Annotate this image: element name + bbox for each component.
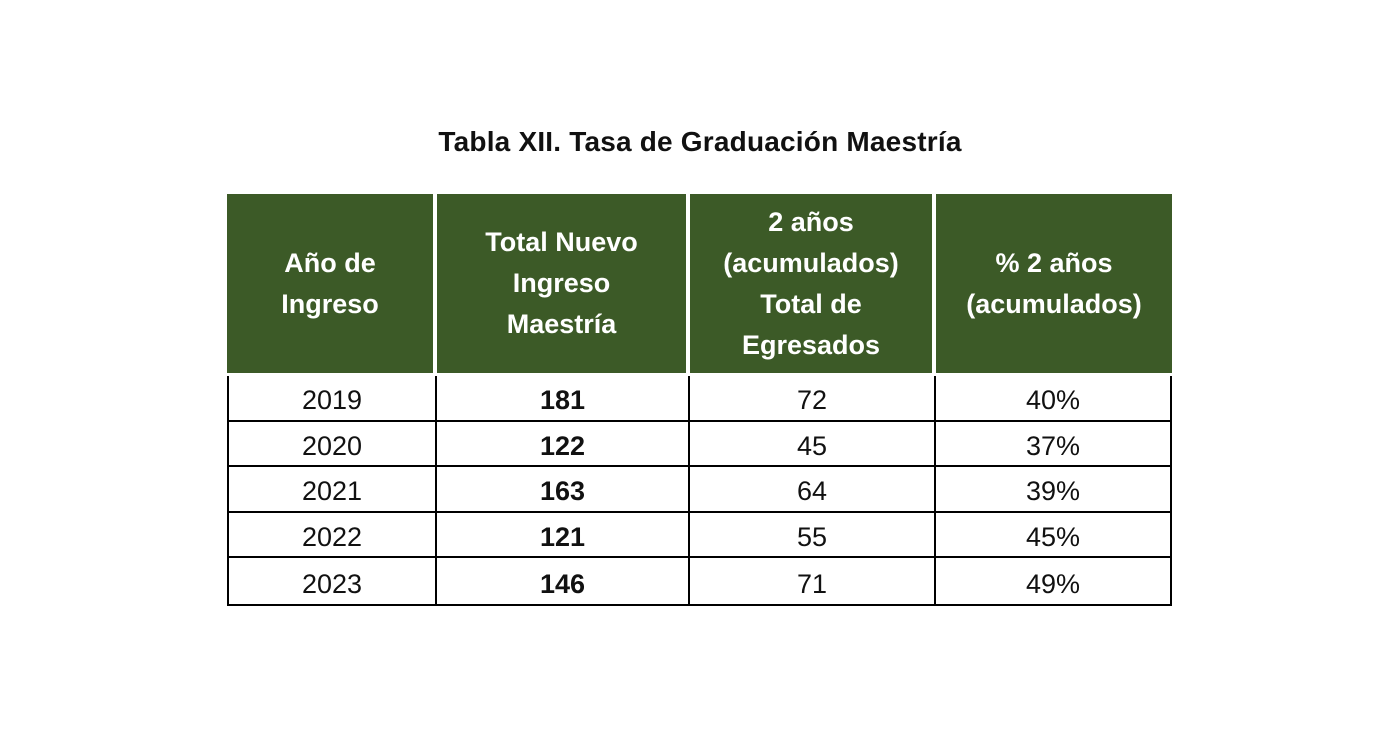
cell-year: 2020: [229, 421, 437, 466]
table-row: 2022 121 55 45%: [229, 512, 1170, 559]
header-graduates-2-years: 2 años (acumulados) Total de Egresados: [690, 194, 936, 373]
cell-percent: 45%: [1025, 522, 1081, 553]
table-body: 2019 181 72 40% 2020 122 45 37% 2021 163…: [227, 376, 1172, 606]
cell-total: 121: [437, 512, 690, 557]
table-row: 2023 146 71 49%: [229, 558, 1170, 604]
cell-total: 181: [437, 376, 690, 420]
table-title: Tabla XII. Tasa de Graduación Maestría: [438, 126, 962, 157]
cell-percent: 49%: [1025, 568, 1081, 599]
cell-percent: 40%: [1025, 385, 1081, 416]
table-row: 2020 122 45 37%: [229, 421, 1170, 468]
cell-graduates: 64: [690, 467, 936, 511]
cell-total: 122: [437, 421, 690, 466]
cell-year: 2019: [229, 376, 437, 420]
cell-year: 2022: [229, 512, 437, 557]
cell-graduates: 72: [690, 376, 936, 420]
graduation-rate-table: Año de Ingreso Total Nuevo Ingreso Maest…: [227, 194, 1172, 606]
header-percent-2-years: % 2 años (acumulados): [936, 194, 1172, 373]
cell-percent: 39%: [1025, 476, 1081, 507]
cell-percent: 37%: [1025, 430, 1081, 461]
cell-total: 163: [437, 467, 690, 511]
table-row: 2019 181 72 40%: [229, 376, 1170, 422]
cell-total: 146: [437, 558, 690, 604]
cell-graduates: 71: [690, 558, 936, 604]
cell-graduates: 45: [690, 421, 936, 466]
cell-year: 2021: [229, 467, 437, 511]
header-total-new-enrollment: Total Nuevo Ingreso Maestría: [437, 194, 690, 373]
table-header-row: Año de Ingreso Total Nuevo Ingreso Maest…: [227, 194, 1172, 373]
cell-graduates: 55: [690, 512, 936, 557]
table-row: 2021 163 64 39%: [229, 467, 1170, 513]
header-year: Año de Ingreso: [227, 194, 437, 373]
cell-year: 2023: [229, 558, 437, 604]
